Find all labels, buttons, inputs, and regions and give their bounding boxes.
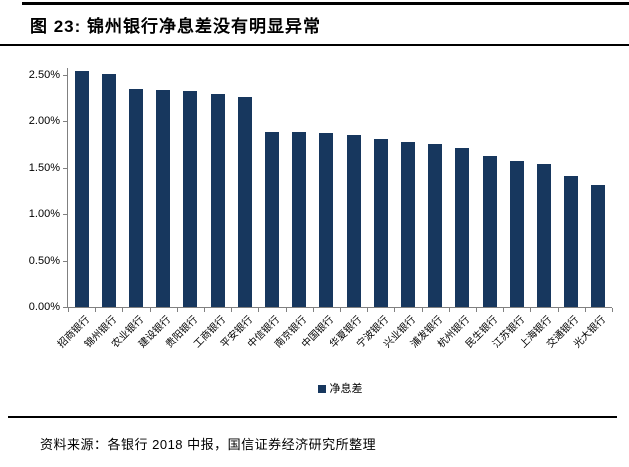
figure-title: 图 23: 锦州银行净息差没有明显异常 bbox=[30, 17, 322, 36]
title-divider bbox=[0, 44, 629, 46]
bar-工商银行 bbox=[210, 93, 225, 307]
bar-民生银行 bbox=[482, 155, 497, 307]
bar-杭州银行 bbox=[455, 148, 470, 307]
x-tick bbox=[176, 308, 178, 312]
x-tick bbox=[612, 308, 613, 312]
x-tick bbox=[340, 308, 341, 312]
y-tick-label: 1.50% bbox=[28, 161, 60, 174]
nim-bar-chart: 0.00% 0.50% 1.00% 1.50% 2.00% 2.50% 招商银行 锦州银行 农业… bbox=[0, 52, 629, 412]
y-tick-label: 2.50% bbox=[28, 69, 60, 81]
x-tick bbox=[122, 308, 124, 312]
bar-招商银行 bbox=[74, 71, 89, 307]
bar-平安银行 bbox=[237, 97, 252, 307]
y-tick-label: 1.00% bbox=[28, 208, 60, 221]
y-tick-label: 2.00% bbox=[28, 115, 60, 128]
bar-江苏银行 bbox=[509, 161, 524, 307]
x-tick bbox=[367, 308, 369, 312]
bar-交通银行 bbox=[564, 176, 579, 307]
top-rule bbox=[22, 2, 629, 5]
bar-上海银行 bbox=[537, 164, 551, 307]
y-tick bbox=[63, 167, 67, 169]
x-tick bbox=[421, 308, 423, 312]
y-tick-label: 0.50% bbox=[28, 254, 60, 267]
bar-锦州银行 bbox=[101, 74, 116, 307]
x-tick bbox=[448, 308, 450, 312]
x-tick bbox=[258, 308, 260, 312]
bottom-rule bbox=[8, 416, 617, 418]
bar-光大银行 bbox=[591, 185, 606, 307]
x-tick bbox=[231, 308, 233, 312]
y-tick bbox=[63, 260, 67, 262]
x-tick bbox=[394, 308, 396, 312]
legend-swatch-icon bbox=[317, 385, 326, 393]
y-tick bbox=[63, 214, 67, 216]
x-tick bbox=[476, 308, 477, 312]
source-note: 资料来源：各银行 2018 中报，国信证券经济研究所整理 bbox=[40, 437, 377, 452]
x-tick bbox=[204, 308, 205, 312]
x-tick bbox=[149, 308, 151, 312]
legend-label: 净息差 bbox=[329, 383, 363, 395]
bar-浦发银行 bbox=[428, 143, 443, 307]
bar-宁波银行 bbox=[373, 139, 388, 307]
x-axis bbox=[67, 307, 612, 308]
bar-贵阳银行 bbox=[183, 90, 198, 307]
x-tick bbox=[95, 308, 97, 312]
chart-legend: 净息差 bbox=[68, 380, 612, 396]
bar-中国银行 bbox=[319, 132, 334, 307]
bar-华夏银行 bbox=[346, 135, 361, 307]
x-tick bbox=[312, 308, 314, 312]
x-tick bbox=[530, 308, 532, 312]
x-tick bbox=[68, 308, 69, 312]
bar-南京银行 bbox=[292, 131, 307, 307]
y-tick bbox=[63, 121, 67, 123]
x-tick bbox=[503, 308, 505, 312]
y-tick bbox=[63, 75, 67, 76]
y-axis bbox=[67, 68, 68, 308]
x-tick bbox=[584, 308, 586, 312]
x-tick bbox=[557, 308, 559, 312]
x-tick bbox=[285, 308, 287, 312]
bar-农业银行 bbox=[129, 88, 143, 307]
bar-中信银行 bbox=[265, 131, 279, 307]
y-tick-label: 0.00% bbox=[28, 301, 60, 313]
bar-兴业银行 bbox=[401, 141, 415, 307]
bar-建设银行 bbox=[156, 89, 171, 307]
y-tick bbox=[63, 307, 67, 308]
